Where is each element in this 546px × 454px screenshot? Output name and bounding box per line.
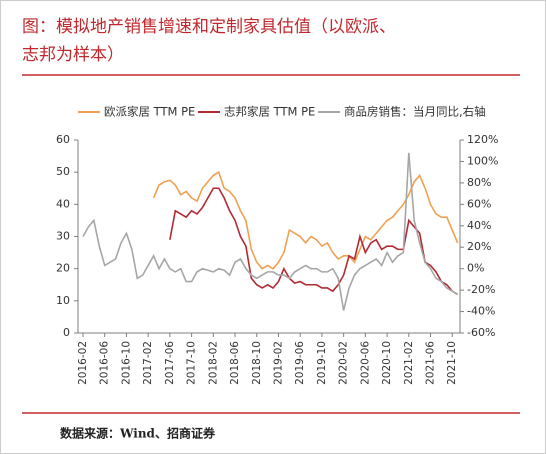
legend-label: 欧派家居 TTM PE: [104, 105, 195, 119]
x-tick-label: 2021-02: [403, 341, 415, 385]
y-tick-label: 60: [56, 133, 70, 146]
y2-tick-label: -60%: [467, 326, 495, 339]
y-tick-label: 20: [56, 262, 70, 275]
x-tick-label: 2019-02: [272, 341, 284, 385]
y2-tick-label: 60%: [467, 197, 491, 210]
x-tick-label: 2018-06: [229, 341, 241, 385]
x-tick-label: 2017-06: [164, 341, 176, 385]
x-tick-label: 2019-10: [316, 341, 328, 385]
y-tick-label: 50: [56, 165, 70, 178]
y2-tick-label: 100%: [467, 154, 498, 167]
series-line: [169, 187, 459, 296]
y2-tick-label: 120%: [467, 133, 498, 146]
y2-tick-label: 80%: [467, 176, 491, 189]
x-tick-label: 2016-02: [77, 341, 89, 385]
x-tick-label: 2021-10: [446, 341, 458, 385]
y2-tick-label: 0%: [467, 262, 484, 275]
x-tick-label: 2020-06: [359, 341, 371, 385]
y-tick-label: 30: [56, 230, 70, 243]
x-tick-label: 2020-02: [338, 341, 350, 385]
y-tick-label: 0: [63, 326, 70, 339]
y-tick-label: 40: [56, 197, 70, 210]
legend-label: 商品房销售：当月同比,右轴: [344, 105, 486, 119]
chart-title-line2: 志邦为样本）: [22, 45, 124, 65]
y2-tick-label: -40%: [467, 305, 495, 318]
x-tick-label: 2017-10: [186, 341, 198, 385]
y2-tick-label: 40%: [467, 219, 491, 232]
legend-label: 志邦家居 TTM PE: [224, 105, 315, 119]
x-tick-label: 2018-10: [251, 341, 263, 385]
x-tick-label: 2016-06: [99, 341, 111, 385]
x-tick-label: 2020-10: [381, 341, 393, 385]
y2-tick-label: -20%: [467, 283, 495, 296]
x-tick-label: 2016-10: [120, 341, 132, 385]
x-tick-label: 2021-06: [425, 341, 437, 385]
series-line: [82, 152, 459, 311]
chart-title: 图：模拟地产销售增速和定制家具估值（以欧派、: [22, 17, 396, 37]
x-tick-label: 2018-02: [207, 341, 219, 385]
y-tick-label: 10: [56, 294, 70, 307]
y2-tick-label: 20%: [467, 240, 491, 253]
source-note: 数据来源：Wind、招商证券: [60, 426, 216, 441]
x-tick-label: 2017-02: [142, 341, 154, 385]
x-tick-label: 2019-06: [294, 341, 306, 385]
